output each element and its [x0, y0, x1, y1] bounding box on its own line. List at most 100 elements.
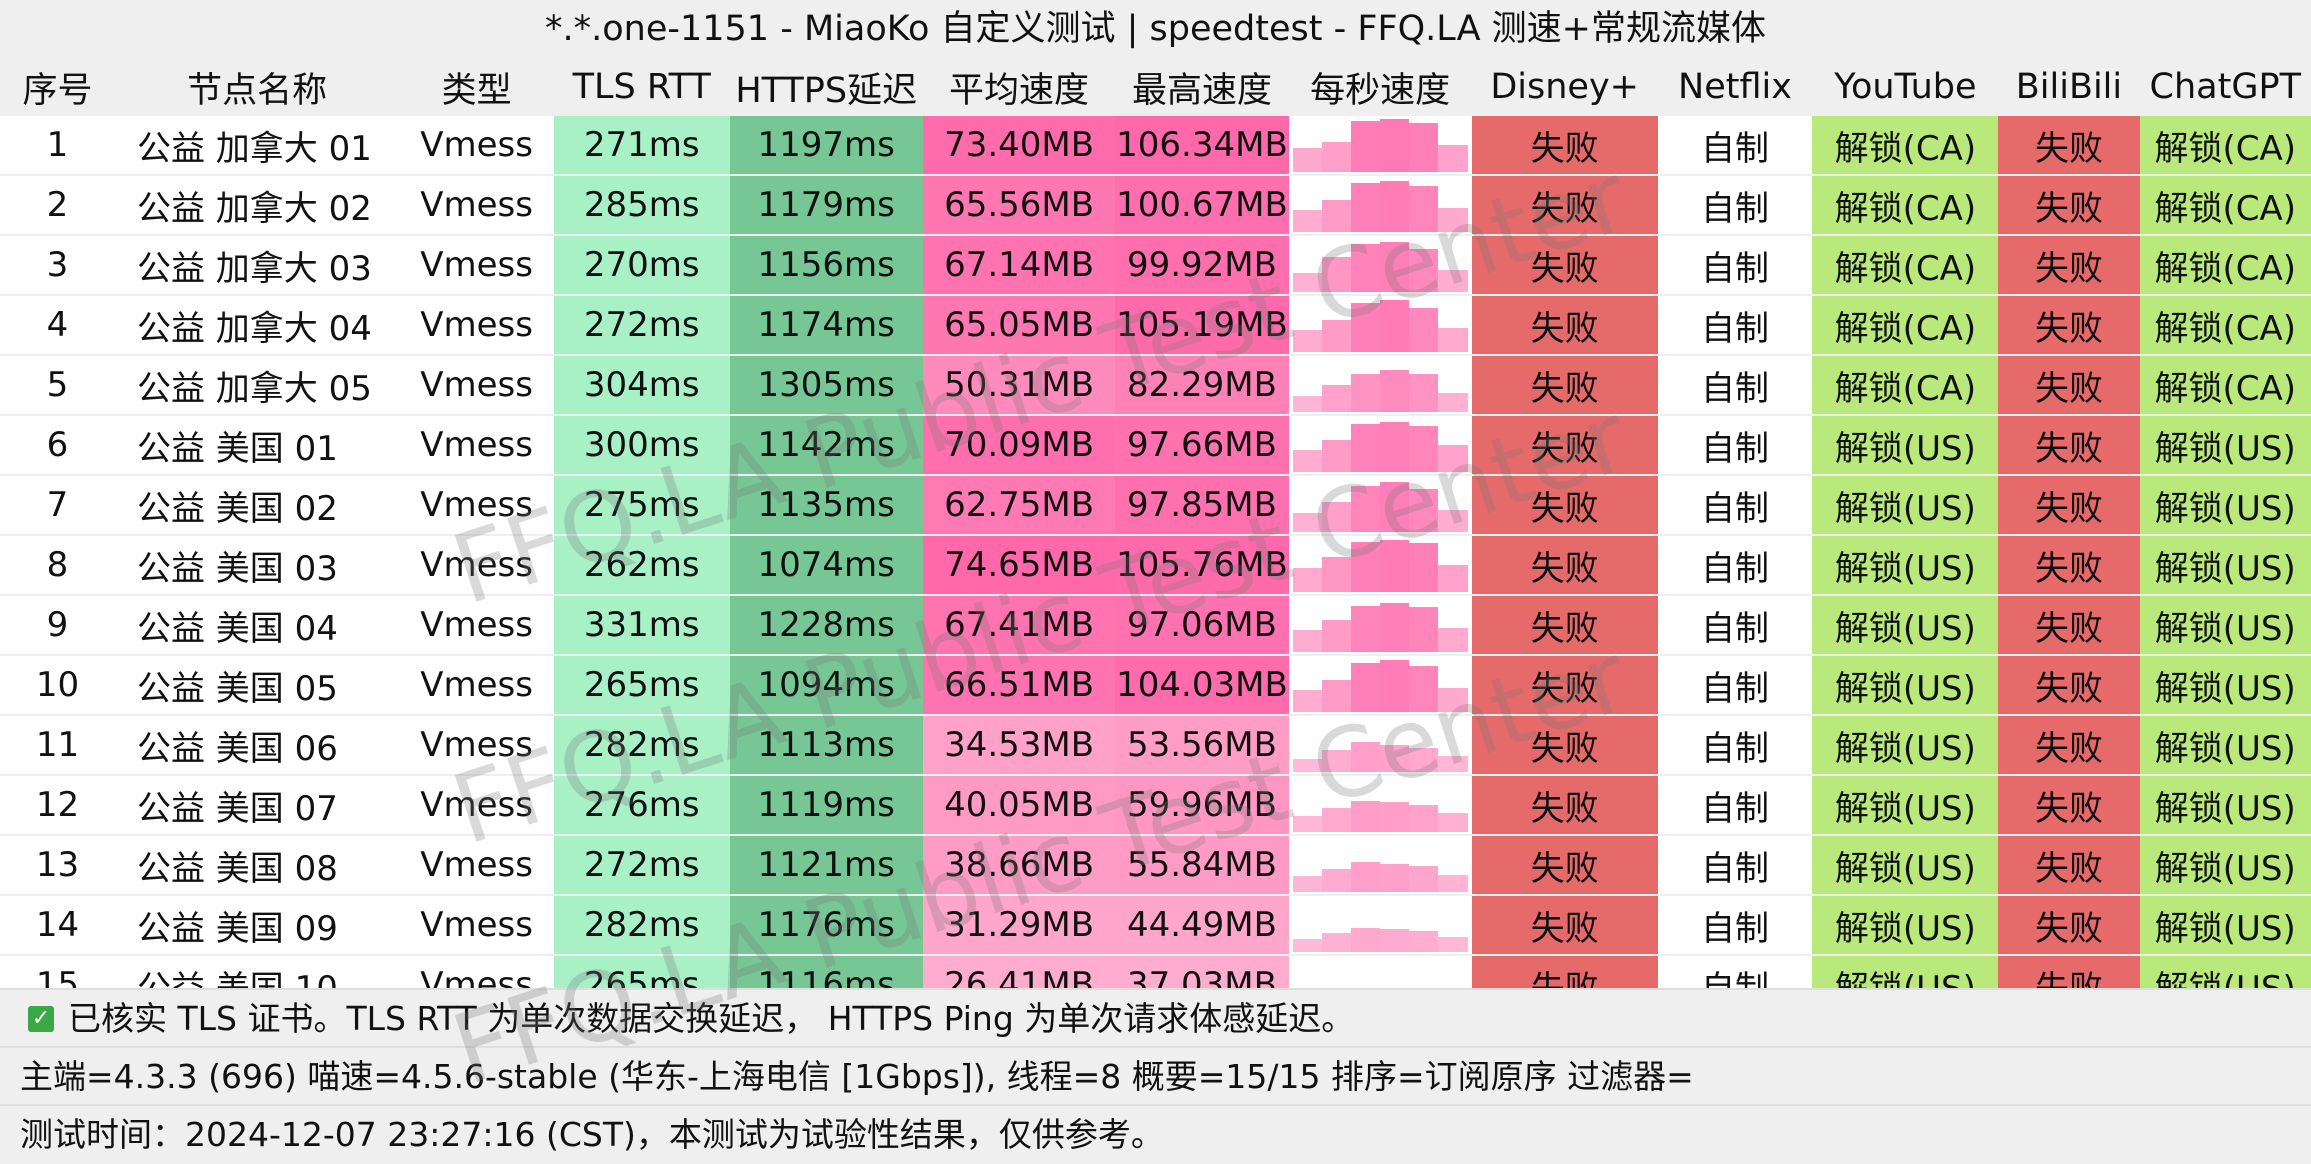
avg-speed: 50.31MB — [923, 355, 1115, 415]
sparkline-bar — [1438, 270, 1467, 292]
sparkline-bar — [1438, 328, 1467, 352]
bilibili-result: 失败 — [1998, 835, 2139, 895]
row-index: 1 — [0, 116, 115, 175]
sparkline-bar — [1322, 257, 1351, 292]
node-name: 公益 加拿大 01 — [115, 116, 399, 175]
bilibili-result: 失败 — [1998, 535, 2139, 595]
col-header-bilibili[interactable]: BiliBili — [1998, 58, 2139, 116]
sparkline-bar — [1438, 393, 1467, 412]
sparkline-bar — [1351, 121, 1380, 172]
https-latency: 1142ms — [730, 415, 923, 475]
youtube-result: 解锁(CA) — [1812, 355, 1998, 415]
sparkline-bar — [1380, 802, 1409, 832]
sparkline-bar — [1380, 300, 1409, 352]
col-header-type[interactable]: 类型 — [399, 58, 554, 116]
node-type: Vmess — [399, 595, 554, 655]
sparkline-bar — [1322, 557, 1351, 592]
col-header-youtube[interactable]: YouTube — [1812, 58, 1998, 116]
bilibili-result: 失败 — [1998, 175, 2139, 235]
tls-rtt: 265ms — [554, 655, 730, 715]
col-header-tls-rtt[interactable]: TLS RTT — [554, 58, 730, 116]
disney-result: 失败 — [1472, 415, 1658, 475]
row-index: 7 — [0, 475, 115, 535]
per-second-sparkline — [1289, 175, 1472, 235]
https-latency: 1135ms — [730, 475, 923, 535]
netflix-result: 自制 — [1658, 175, 1813, 235]
per-second-sparkline — [1289, 775, 1472, 835]
disney-result: 失败 — [1472, 235, 1658, 295]
max-speed: 97.85MB — [1115, 475, 1289, 535]
sparkline-bar — [1380, 929, 1409, 952]
netflix-result: 自制 — [1658, 595, 1813, 655]
chatgpt-result: 解锁(US) — [2140, 715, 2311, 775]
youtube-result: 解锁(US) — [1812, 895, 1998, 955]
sparkline-bar — [1322, 440, 1351, 472]
bilibili-result: 失败 — [1998, 775, 2139, 835]
col-header-max-speed[interactable]: 最高速度 — [1115, 58, 1289, 116]
tls-rtt: 271ms — [554, 116, 730, 175]
col-header-avg-speed[interactable]: 平均速度 — [923, 58, 1115, 116]
sparkline-bar — [1409, 666, 1438, 712]
youtube-result: 解锁(US) — [1812, 715, 1998, 775]
max-speed: 97.66MB — [1115, 415, 1289, 475]
youtube-result: 解锁(US) — [1812, 415, 1998, 475]
avg-speed: 31.29MB — [923, 895, 1115, 955]
col-header-netflix[interactable]: Netflix — [1658, 58, 1813, 116]
sparkline-bar — [1438, 813, 1467, 832]
col-header-chatgpt[interactable]: ChatGPT — [2140, 58, 2311, 116]
tls-rtt: 304ms — [554, 355, 730, 415]
bilibili-result: 失败 — [1998, 655, 2139, 715]
sparkline-bar — [1322, 680, 1351, 712]
bilibili-result: 失败 — [1998, 715, 2139, 775]
col-header-index[interactable]: 序号 — [0, 58, 115, 116]
chatgpt-result: 解锁(US) — [2140, 895, 2311, 955]
disney-result: 失败 — [1472, 655, 1658, 715]
sparkline — [1293, 298, 1468, 352]
sparkline-bar — [1380, 660, 1409, 712]
col-header-disney[interactable]: Disney+ — [1472, 58, 1658, 116]
sparkline-bar — [1293, 330, 1322, 352]
sparkline-bar — [1293, 568, 1322, 592]
per-second-sparkline — [1289, 235, 1472, 295]
sparkline — [1293, 838, 1468, 892]
tls-rtt: 262ms — [554, 535, 730, 595]
col-header-name[interactable]: 节点名称 — [115, 58, 399, 116]
sparkline-bar — [1409, 866, 1438, 892]
sparkline-bar — [1438, 145, 1467, 172]
row-index: 11 — [0, 715, 115, 775]
footer-note: ✓已核实 TLS 证书。TLS RTT 为单次数据交换延迟， HTTPS Pin… — [0, 988, 2311, 1046]
avg-speed: 62.75MB — [923, 475, 1115, 535]
sparkline-bar — [1351, 606, 1380, 652]
sparkline-bar — [1380, 242, 1409, 292]
sparkline-bar — [1380, 603, 1409, 652]
per-second-sparkline — [1289, 295, 1472, 355]
youtube-result: 解锁(US) — [1812, 475, 1998, 535]
sparkline-bar — [1293, 630, 1322, 652]
node-name: 公益 美国 05 — [115, 655, 399, 715]
netflix-result: 自制 — [1658, 116, 1813, 175]
sparkline-bar — [1351, 486, 1380, 532]
node-type: Vmess — [399, 295, 554, 355]
youtube-result: 解锁(US) — [1812, 535, 1998, 595]
max-speed: 104.03MB — [1115, 655, 1289, 715]
sparkline — [1293, 358, 1468, 412]
col-header-per-second[interactable]: 每秒速度 — [1289, 58, 1472, 116]
row-index: 10 — [0, 655, 115, 715]
col-header-https[interactable]: HTTPS延迟 — [730, 58, 923, 116]
sparkline-bar — [1438, 628, 1467, 652]
node-name: 公益 美国 09 — [115, 895, 399, 955]
